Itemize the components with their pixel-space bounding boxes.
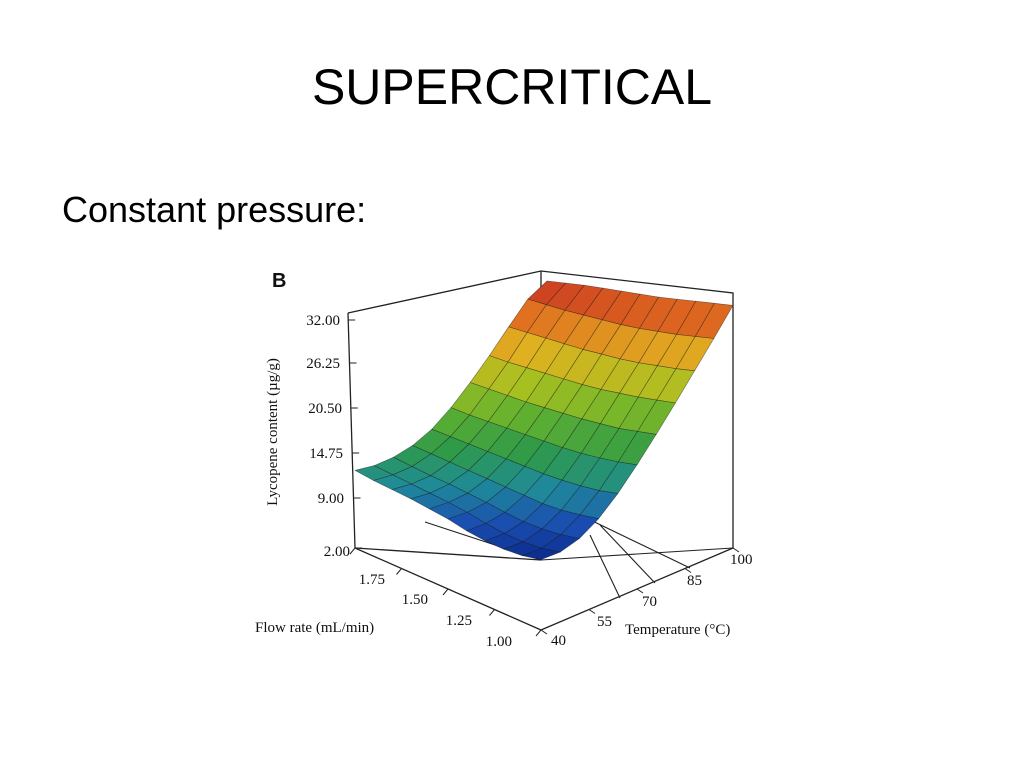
z-axis-line bbox=[347, 312, 356, 549]
flow-tick-label-0: 2.00 bbox=[324, 544, 350, 560]
flow-tick-label-3: 1.25 bbox=[446, 613, 472, 629]
temperature-tick-label-0: 40 bbox=[551, 633, 566, 649]
temperature-tick-4 bbox=[732, 547, 740, 553]
floor-left-edge bbox=[354, 547, 542, 561]
flow-tick-1 bbox=[396, 568, 402, 575]
flow-tick-2 bbox=[442, 588, 449, 596]
flow-tick-label-4: 1.00 bbox=[486, 634, 512, 650]
tick-marks bbox=[348, 319, 740, 637]
back-wall-frame bbox=[347, 270, 734, 548]
temperature-tick-label-4: 100 bbox=[730, 552, 753, 568]
surface-cell-t0-f0 bbox=[521, 547, 562, 560]
z-tick-label-0: 32.00 bbox=[306, 313, 340, 329]
temperature-axis-label: Temperature (°C) bbox=[625, 622, 730, 638]
temperature-tick-2 bbox=[636, 588, 644, 594]
temperature-tick-3 bbox=[684, 568, 692, 573]
flow-tick-0 bbox=[349, 547, 356, 555]
flow-tick-4 bbox=[535, 629, 542, 637]
chart-frame bbox=[347, 270, 734, 631]
flow-tick-3 bbox=[489, 609, 495, 616]
flow-tick-label-1: 1.75 bbox=[359, 572, 385, 588]
panel-label: B bbox=[272, 270, 286, 292]
flow-tick-label-2: 1.50 bbox=[402, 592, 428, 608]
temperature-tick-label-1: 55 bbox=[597, 614, 612, 630]
temperature-tick-1 bbox=[588, 609, 596, 614]
z-axis-label: Lycopene content (µg/g) bbox=[265, 358, 281, 506]
z-tick-label-3: 14.75 bbox=[309, 446, 343, 462]
z-tick-label-2: 20.50 bbox=[308, 401, 342, 417]
temperature-tick-0 bbox=[540, 629, 548, 635]
temperature-tick-label-3: 85 bbox=[687, 573, 702, 589]
surface-mesh bbox=[354, 280, 734, 560]
z-tick-label-4: 9.00 bbox=[318, 491, 344, 507]
flow-axis-label: Flow rate (mL/min) bbox=[255, 620, 374, 636]
slide-title: SUPERCRITICAL bbox=[311, 59, 713, 115]
z-tick-label-1: 26.25 bbox=[306, 356, 340, 372]
slide-subtitle: Constant pressure: bbox=[62, 189, 367, 230]
temperature-tick-label-2: 70 bbox=[642, 594, 657, 610]
